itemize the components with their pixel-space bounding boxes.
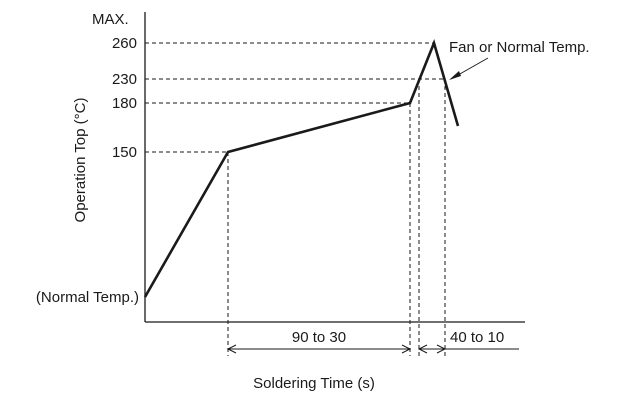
- y-tick-label-260: 260: [112, 35, 137, 52]
- y-axis-title: Operation Top (°C): [72, 98, 89, 223]
- y-tick-label-180: 180: [112, 95, 137, 112]
- dimension-40-to-10: 40 to 10: [417, 329, 519, 354]
- temperature-profile-line: [143, 39, 460, 298]
- interval-label-40-to-10: 40 to 10: [450, 329, 504, 346]
- annotation-label: Fan or Normal Temp.: [449, 39, 590, 56]
- interval-label-90-to-30: 90 to 30: [292, 329, 346, 346]
- start-temperature-label: (Normal Temp.): [36, 289, 139, 306]
- fan-annotation: Fan or Normal Temp.: [449, 39, 590, 80]
- annotation-arrowhead: [449, 71, 461, 80]
- arrowhead-left-40-to-10: [417, 344, 428, 354]
- arrowhead-right-90-to-30: [401, 344, 412, 354]
- arrowhead-left-90-to-30: [226, 344, 237, 354]
- dimension-90-to-30: 90 to 30: [226, 329, 412, 354]
- y-axis-top-label: MAX.: [92, 11, 129, 28]
- y-tick-label-230: 230: [112, 71, 137, 88]
- y-tick-label-150: 150: [112, 144, 137, 161]
- arrowhead-right-40-to-10: [436, 344, 447, 354]
- x-axis-title: Soldering Time (s): [253, 375, 375, 392]
- guide-lines: [145, 42, 446, 356]
